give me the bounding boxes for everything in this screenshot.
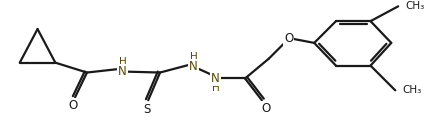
Text: N: N (189, 60, 198, 73)
Text: H: H (118, 57, 126, 67)
Text: CH₃: CH₃ (404, 1, 423, 11)
Text: O: O (68, 99, 78, 112)
Text: S: S (143, 103, 150, 116)
Text: O: O (283, 32, 293, 45)
Text: N: N (118, 65, 127, 78)
Text: N: N (210, 72, 219, 85)
Text: O: O (261, 102, 270, 115)
Text: H: H (211, 83, 219, 93)
Text: H: H (189, 52, 197, 62)
Text: CH₃: CH₃ (401, 85, 420, 95)
